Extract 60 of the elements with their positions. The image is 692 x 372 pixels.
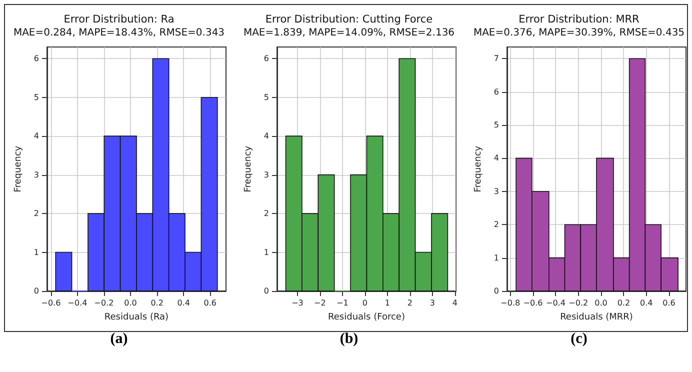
x-tick-label: −0.6 [41, 298, 61, 308]
x-tick-label: 0.4 [640, 298, 653, 308]
x-tick-label: −0.4 [546, 298, 566, 308]
x-tick-label: −0.2 [568, 298, 588, 308]
y-tick-label: 6 [264, 54, 269, 64]
x-tick-label: 0.2 [150, 298, 164, 308]
y-tick-label: 1 [264, 248, 269, 257]
chart-subtitle: MAE=1.839, MAPE=14.09%, RMSE=2.136 [243, 28, 455, 38]
text: (a) [110, 331, 128, 348]
x-tick-label: 4 [452, 298, 458, 308]
y-tick-label: 0 [264, 286, 269, 296]
y-tick-label: 3 [264, 170, 269, 180]
y-tick-label: 3 [34, 170, 39, 180]
y-tick-label: 3 [494, 186, 499, 196]
x-tick-label: −2 [314, 298, 326, 308]
x-tick-label: 0.0 [594, 298, 608, 308]
y-tick-label: 1 [34, 248, 39, 257]
x-tick-label: −0.4 [68, 298, 88, 308]
y-tick-label: 2 [494, 220, 499, 230]
x-tick-label: −0.6 [523, 298, 543, 308]
y-tick-label: 5 [494, 120, 499, 130]
x-tick-label: 3 [430, 298, 435, 308]
x-tick-label: 0.0 [124, 298, 137, 308]
x-tick-label: 0 [362, 298, 368, 308]
x-tick-label: 0.6 [662, 298, 676, 308]
y-axis-title: Frequency [244, 145, 254, 192]
x-tick-label: 0.4 [177, 298, 190, 308]
y-tick-label: 4 [494, 154, 499, 163]
y-axis-title: Frequency [474, 145, 484, 192]
chart-title: Error Distribution: MRR [518, 14, 640, 26]
y-tick-label: 4 [264, 132, 269, 141]
y-tick-label: 6 [34, 54, 39, 64]
chart-subtitle: MAE=0.376, MAPE=30.39%, RMSE=0.435 [473, 28, 685, 38]
y-tick-label: 2 [264, 209, 269, 218]
x-tick-label: 1 [384, 298, 390, 308]
chart-title: Error Distribution: Ra [64, 14, 174, 26]
y-tick-label: 1 [494, 253, 499, 262]
y-tick-label: 2 [34, 209, 39, 218]
text: (c) [570, 331, 588, 348]
chart-title: Error Distribution: Cutting Force [265, 14, 433, 26]
x-tick-label: −3 [292, 298, 304, 308]
y-tick-label: 4 [34, 132, 39, 141]
y-axis-title: Frequency [14, 145, 24, 192]
y-tick-label: 7 [494, 54, 499, 64]
x-axis-title: Residuals (MRR) [560, 312, 633, 322]
y-tick-label: 5 [264, 92, 269, 102]
x-axis-title: Residuals (Ra) [104, 312, 169, 322]
x-tick-label: 0.2 [617, 298, 630, 308]
x-tick-label: −0.2 [94, 298, 114, 308]
x-tick-label: 2 [407, 298, 412, 308]
x-axis-title: Residuals (Force) [328, 312, 405, 322]
chart-subtitle: MAE=0.284, MAPE=18.43%, RMSE=0.343 [13, 28, 225, 38]
y-tick-label: 5 [34, 92, 39, 102]
text: (b) [340, 331, 358, 348]
x-tick-label: 0.6 [204, 298, 216, 308]
x-tick-label: −0.8 [500, 298, 520, 308]
y-tick-label: 0 [34, 286, 39, 296]
x-tick-label: −1 [336, 298, 348, 308]
y-tick-label: 6 [494, 87, 499, 96]
y-tick-label: 0 [494, 286, 499, 296]
